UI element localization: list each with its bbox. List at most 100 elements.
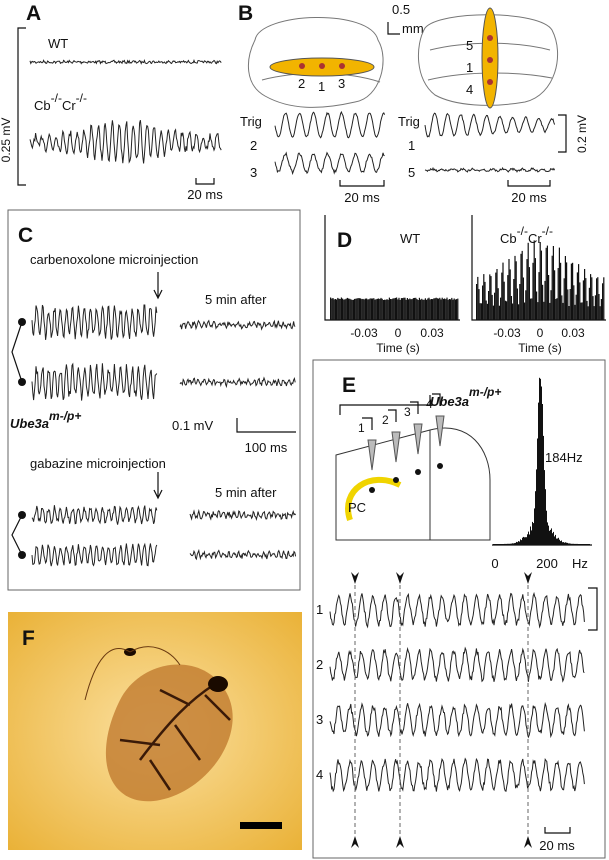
spectrum-bar bbox=[527, 534, 528, 545]
histogram-bar bbox=[521, 250, 523, 320]
histogram-bar bbox=[350, 299, 352, 320]
spectrum-bar bbox=[549, 530, 550, 545]
histogram-bar bbox=[366, 298, 368, 320]
histogram-bar bbox=[555, 299, 557, 320]
spectrum-bar bbox=[495, 544, 496, 545]
histogram-bar bbox=[513, 279, 515, 320]
arrowhead bbox=[524, 836, 532, 848]
trace bbox=[329, 646, 585, 683]
scale-bar bbox=[339, 180, 385, 187]
spectrum-bar bbox=[556, 538, 557, 545]
scale-bar bbox=[236, 418, 296, 433]
histogram-bar bbox=[586, 300, 588, 320]
trace bbox=[29, 58, 222, 65]
spectrum-bar bbox=[564, 542, 565, 545]
spectrum-bar bbox=[523, 536, 524, 545]
trace-label: Trig bbox=[240, 114, 262, 129]
histogram-bar bbox=[516, 288, 518, 320]
histogram-bar bbox=[409, 298, 411, 320]
spectrum-bar bbox=[508, 543, 509, 545]
arrow bbox=[153, 472, 163, 500]
electrode-label: 3 bbox=[338, 76, 345, 91]
histogram-bar bbox=[424, 298, 426, 320]
histogram-bar bbox=[580, 302, 582, 320]
histogram-bar bbox=[364, 298, 366, 320]
spectrum-bar bbox=[576, 543, 577, 545]
histogram-bar bbox=[574, 304, 576, 320]
electrodes bbox=[362, 393, 445, 493]
spectrum-bar bbox=[543, 435, 544, 545]
spectrum-bar bbox=[515, 542, 516, 545]
histogram-bar bbox=[445, 299, 447, 320]
spectrum-bar bbox=[513, 543, 514, 545]
trace-label: 1 bbox=[316, 602, 323, 617]
scale-label: 20 ms bbox=[187, 187, 223, 202]
histogram-bar bbox=[598, 294, 600, 320]
spectrum-bar bbox=[585, 544, 586, 545]
trace-label: 1 bbox=[408, 138, 415, 153]
histogram-bar bbox=[398, 297, 400, 320]
spectrum-bar bbox=[555, 534, 556, 545]
spectrum-bar bbox=[571, 543, 572, 545]
histogram-bar bbox=[432, 299, 434, 320]
trace-label: 3 bbox=[316, 712, 323, 727]
spectrum-bar bbox=[577, 543, 578, 545]
histogram-bar bbox=[411, 299, 413, 320]
spectrum-bar bbox=[530, 526, 531, 545]
electrode-label: 4 bbox=[466, 82, 473, 97]
electrode bbox=[487, 79, 493, 85]
histogram-bar bbox=[552, 246, 554, 320]
spectrum-bar bbox=[570, 543, 571, 545]
histogram-bar bbox=[354, 298, 356, 320]
histogram-bar bbox=[602, 283, 604, 320]
annotation: 5 min after bbox=[205, 292, 267, 307]
histogram-bar bbox=[522, 277, 524, 320]
histogram-bar bbox=[452, 299, 454, 320]
histogram-bar bbox=[476, 284, 478, 320]
histogram-bar bbox=[367, 299, 369, 320]
histogram-bar bbox=[509, 269, 511, 320]
spectrum-bar bbox=[517, 542, 518, 545]
spectrum-bar bbox=[586, 544, 587, 545]
histogram-bar bbox=[422, 299, 424, 320]
trace-label: 2 bbox=[250, 138, 257, 153]
histogram-bar bbox=[340, 297, 342, 320]
histogram-bar bbox=[567, 289, 569, 320]
trace-label: Cb-/-Cr-/- bbox=[500, 224, 553, 246]
spectrum-bar bbox=[493, 544, 494, 545]
histogram-bar bbox=[346, 297, 348, 320]
histogram-bar bbox=[520, 253, 522, 320]
spectrum-bar bbox=[547, 522, 548, 545]
histogram-bar bbox=[533, 240, 535, 320]
scale-bracket bbox=[558, 114, 567, 153]
electrode-dot bbox=[18, 551, 26, 559]
trace bbox=[31, 542, 158, 567]
histogram-bar bbox=[372, 298, 374, 320]
tick-label: 0 bbox=[537, 326, 544, 340]
electrode-label: 1 bbox=[466, 60, 473, 75]
histogram-bar bbox=[524, 302, 526, 320]
electrode bbox=[319, 63, 325, 69]
trace-label: WT bbox=[400, 231, 420, 246]
spectrum-bar bbox=[566, 542, 567, 545]
histogram-bar bbox=[519, 284, 521, 320]
histogram-bar bbox=[334, 299, 336, 320]
peak-label: 184Hz bbox=[545, 450, 583, 465]
tick-label: Hz bbox=[572, 556, 588, 571]
histogram-bar bbox=[549, 302, 551, 320]
histogram-bar bbox=[388, 297, 390, 320]
histogram-bar bbox=[358, 298, 360, 320]
trace bbox=[329, 701, 585, 739]
histogram-bar bbox=[528, 267, 530, 320]
spectrum-bar bbox=[528, 531, 529, 545]
tick-label: 0 bbox=[395, 326, 402, 340]
electrode-label: 1 bbox=[358, 421, 365, 435]
histogram-bar bbox=[363, 299, 365, 320]
histogram-bar bbox=[570, 263, 572, 320]
spectrum-bar bbox=[516, 541, 517, 545]
histogram-bar bbox=[415, 297, 417, 320]
spectrum-bar bbox=[542, 404, 543, 545]
spectrum-bar bbox=[498, 544, 499, 545]
histogram-bar bbox=[428, 297, 430, 320]
histogram-bar bbox=[349, 298, 351, 320]
